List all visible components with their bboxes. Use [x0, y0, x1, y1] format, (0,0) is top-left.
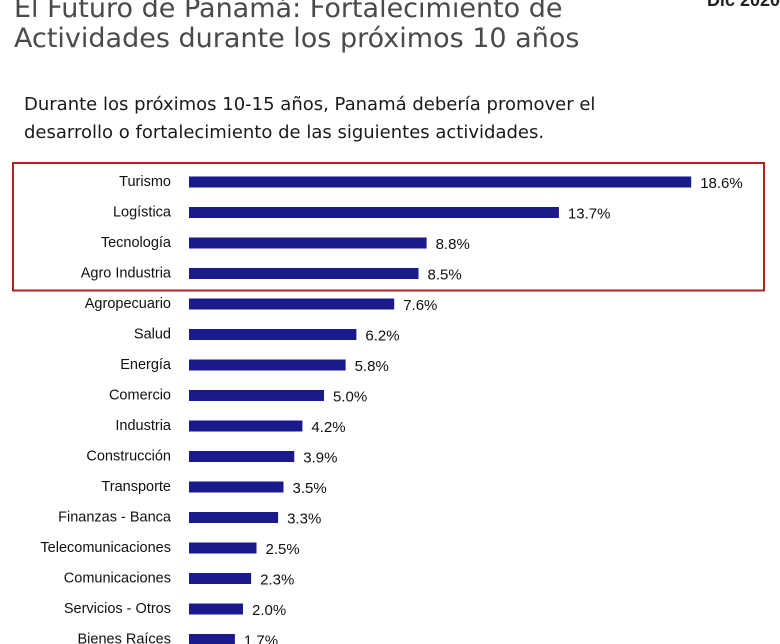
category-label: Construcción	[86, 449, 171, 465]
category-label: Turismo	[119, 174, 171, 190]
value-label: 5.8%	[355, 358, 389, 375]
category-label: Servicios - Otros	[64, 601, 171, 617]
value-label: 13.7%	[568, 206, 611, 223]
value-label: 2.3%	[260, 572, 294, 589]
value-label: 8.5%	[428, 267, 462, 284]
value-label: 5.0%	[333, 389, 367, 406]
bar	[189, 542, 257, 554]
title-line-2: Actividades durante los próximos 10 años	[14, 23, 580, 54]
category-label: Agro Industria	[81, 266, 172, 282]
bar	[189, 451, 295, 462]
category-label: Industria	[115, 418, 172, 434]
value-label: 2.5%	[266, 541, 300, 558]
category-label: Logística	[113, 205, 172, 221]
title-line-1: El Futuro de Panamá: Fortalecimiento de	[14, 0, 563, 24]
subtitle-line-2: desarrollo o fortalecimiento de las sigu…	[24, 122, 545, 143]
category-label: Comunicaciones	[64, 571, 171, 587]
bar	[189, 207, 559, 218]
bar	[189, 420, 303, 432]
category-label: Energía	[120, 357, 172, 373]
bar	[189, 481, 284, 493]
value-label: 1.7%	[244, 633, 278, 644]
bar	[189, 512, 279, 523]
bar	[189, 390, 324, 401]
value-label: 3.5%	[293, 480, 327, 497]
category-label: Comercio	[109, 388, 171, 404]
value-label: 3.9%	[303, 450, 337, 467]
category-label: Transporte	[101, 479, 171, 495]
category-label: Telecomunicaciones	[40, 540, 171, 556]
bar	[189, 176, 692, 188]
bar	[189, 359, 346, 371]
value-label: 8.8%	[436, 236, 470, 253]
value-label: 6.2%	[365, 328, 399, 345]
bar	[189, 268, 419, 279]
bar	[189, 329, 357, 340]
highlight-box	[12, 162, 765, 292]
category-label: Salud	[134, 327, 171, 343]
subtitle-line-1: Durante los próximos 10-15 años, Panamá …	[24, 94, 596, 115]
bar	[189, 603, 243, 615]
category-label: Tecnología	[101, 235, 172, 251]
value-label: 2.0%	[252, 602, 286, 619]
category-label: Bienes Raíces	[78, 632, 172, 644]
bar	[189, 237, 427, 249]
category-label: Finanzas - Banca	[58, 510, 172, 526]
date-tag: Dic 2020	[706, 0, 780, 10]
value-label: 4.2%	[311, 419, 345, 436]
bar	[189, 298, 395, 310]
value-label: 3.3%	[287, 511, 321, 528]
value-label: 7.6%	[403, 297, 437, 314]
page-title: El Futuro de Panamá: Fortalecimiento de …	[14, 0, 579, 54]
bar	[189, 634, 235, 644]
chart-subtitle: Durante los próximos 10-15 años, Panamá …	[24, 91, 595, 147]
category-label: Agropecuario	[85, 296, 171, 312]
bar	[189, 573, 252, 584]
value-label: 18.6%	[700, 175, 743, 192]
